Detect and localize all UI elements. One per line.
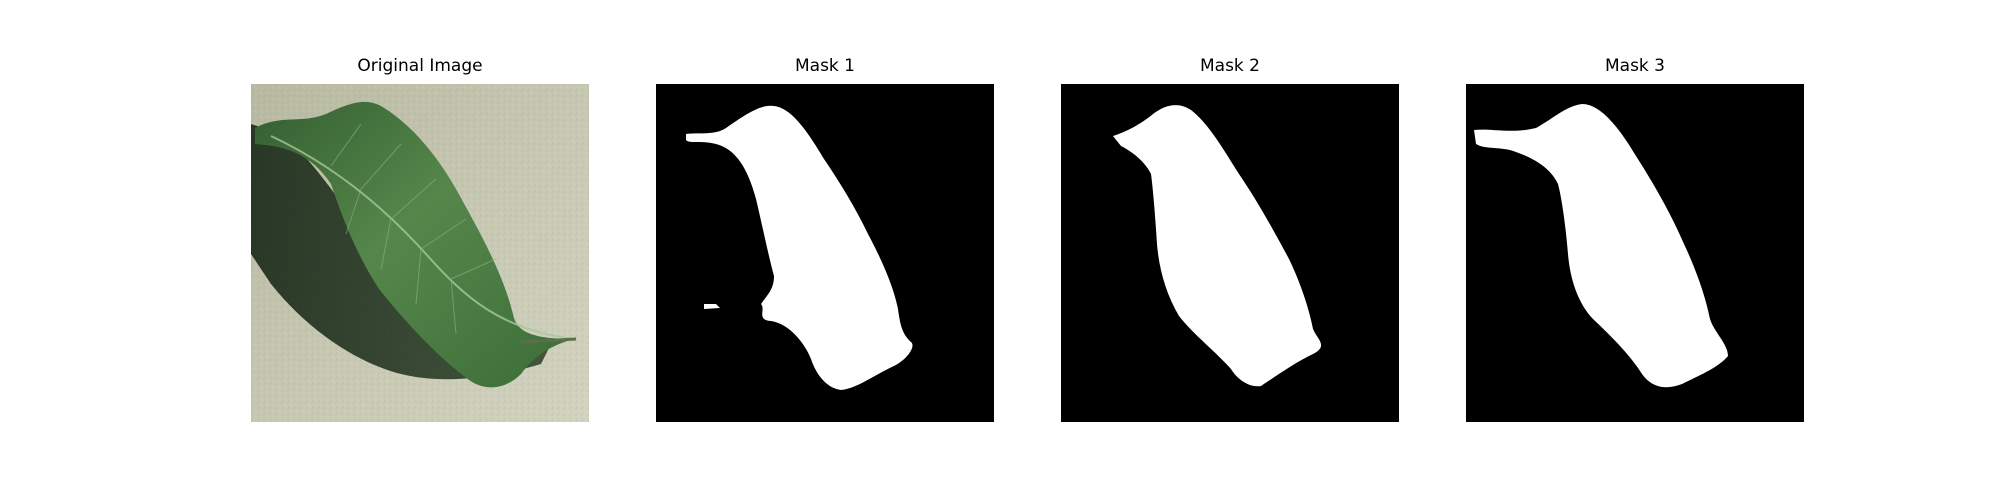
mask-1-leaf-region	[686, 105, 913, 390]
mask-1-image	[656, 84, 994, 422]
mask-2-leaf-region	[1113, 105, 1322, 387]
mask-2-panel: Mask 2	[1061, 56, 1399, 422]
leaf-shadow	[251, 124, 551, 380]
mask-3-image	[1466, 84, 1804, 422]
mask-1-title: Mask 1	[794, 56, 855, 76]
mask-2-image	[1061, 84, 1399, 422]
leaf-midrib	[270, 135, 574, 340]
original-image-title: Original Image	[357, 56, 483, 76]
leaf-stem	[520, 337, 577, 344]
leaf-veins	[330, 123, 497, 335]
mask-3-leaf-region	[1474, 104, 1728, 388]
mask-1-panel: Mask 1	[656, 56, 994, 422]
original-leaf-photo	[251, 84, 589, 422]
mask-3-title: Mask 3	[1604, 56, 1665, 76]
original-image-panel: Original Image	[251, 56, 589, 422]
mask-3-panel: Mask 3	[1466, 56, 1804, 422]
mask-1-speck	[704, 304, 720, 309]
mask-2-title: Mask 2	[1199, 56, 1260, 76]
